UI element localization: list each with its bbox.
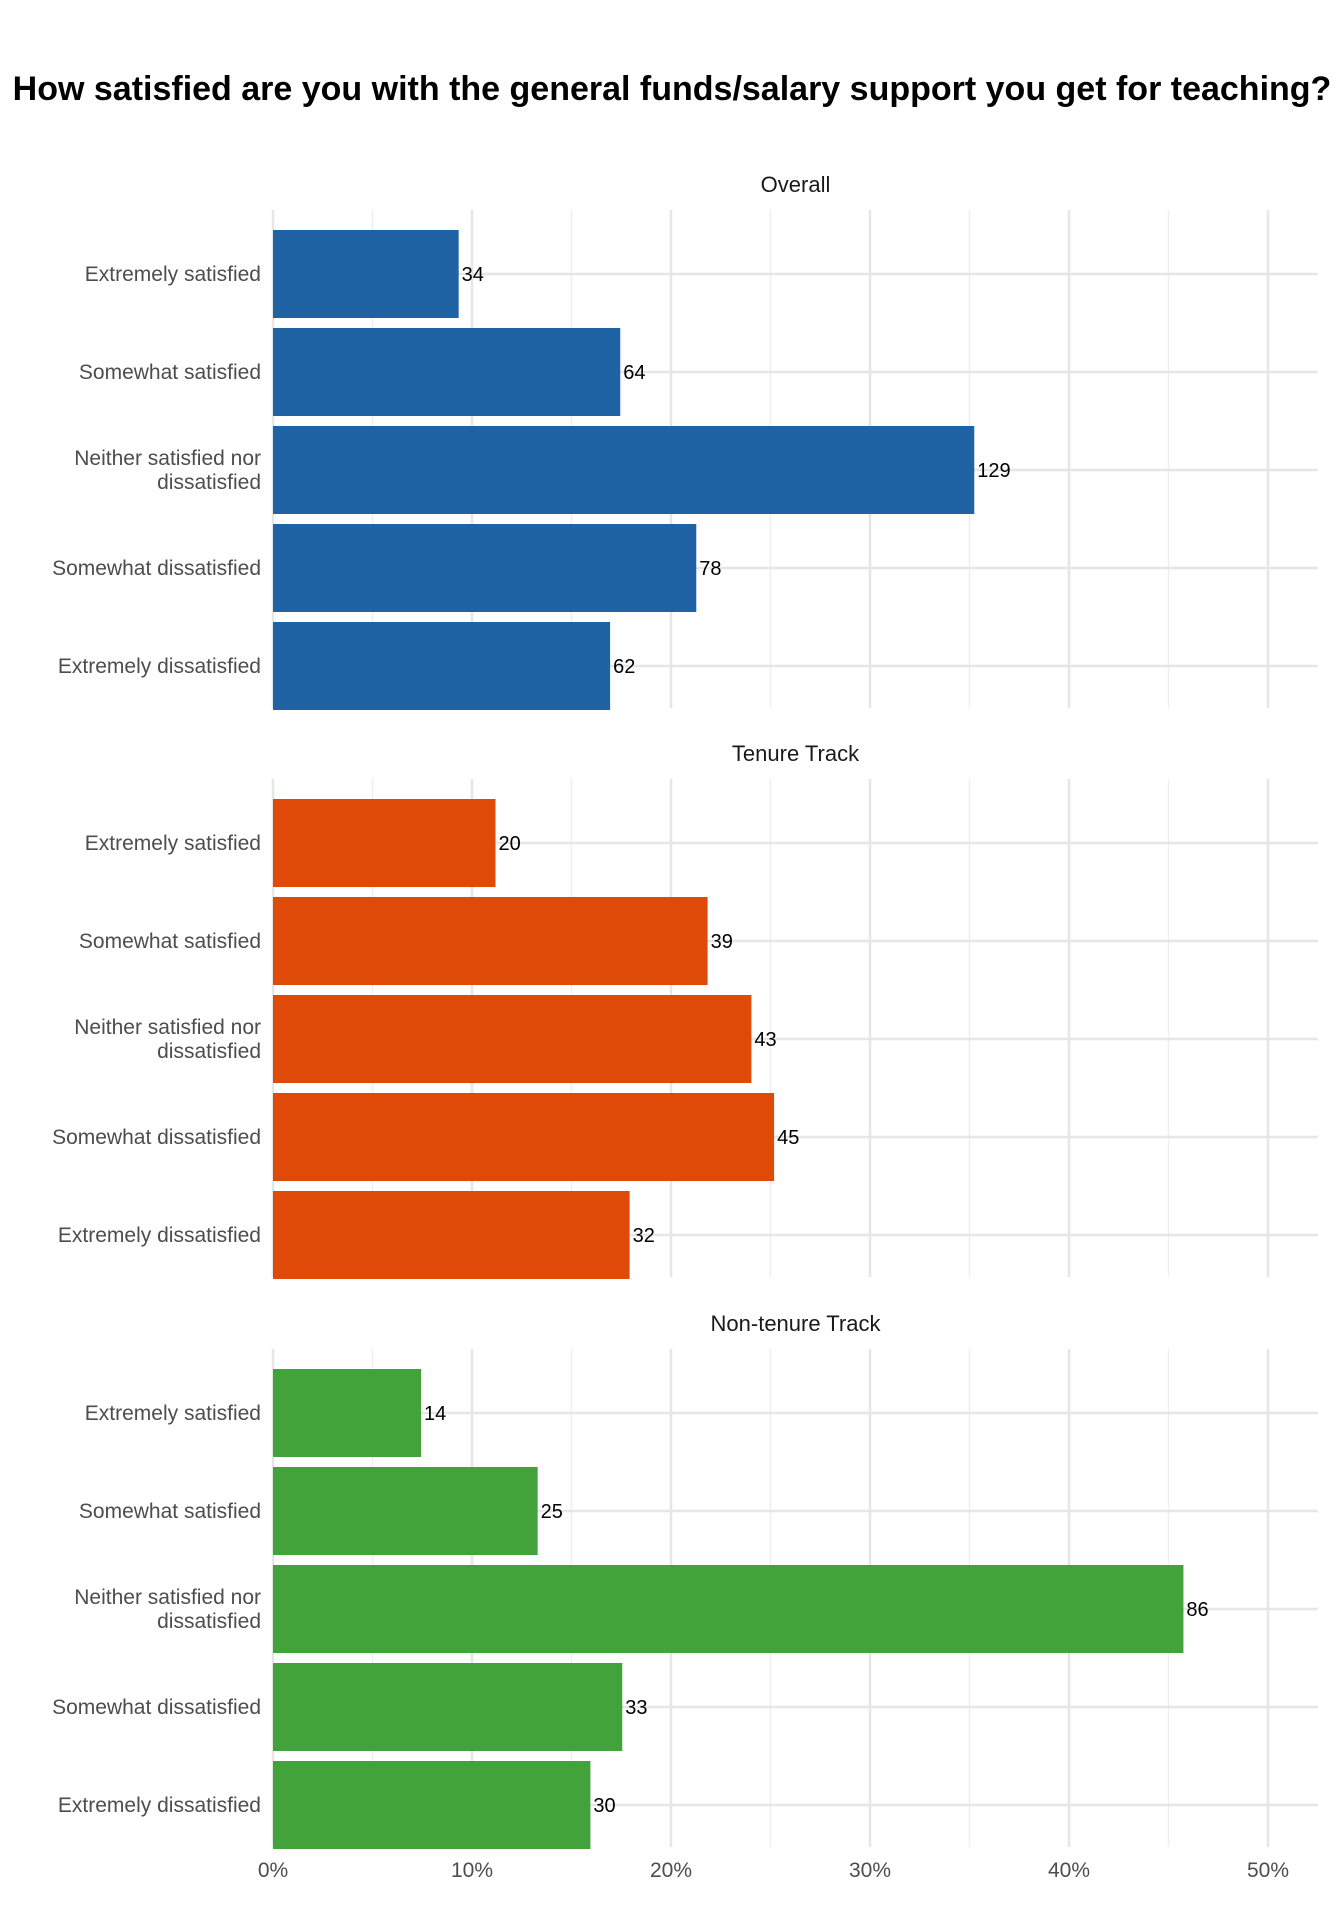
value-label: 39 (711, 931, 733, 953)
bar (273, 995, 752, 1083)
chart-title: How satisfied are you with the general f… (12, 70, 1332, 108)
value-label: 64 (623, 362, 645, 384)
value-label: 78 (699, 558, 721, 580)
x-tick-label: 30% (849, 1859, 891, 1882)
x-tick-label: 40% (1048, 1859, 1090, 1882)
value-label: 14 (424, 1403, 446, 1425)
category-label: Extremely satisfied (85, 832, 261, 855)
category-label: Neither satisfied nor dissatisfied (74, 447, 261, 494)
bar (273, 328, 621, 416)
bar (273, 1369, 422, 1457)
category-label: Somewhat satisfied (79, 930, 261, 953)
category-label: Somewhat satisfied (79, 361, 261, 384)
value-label: 45 (777, 1127, 799, 1149)
bar (273, 1191, 630, 1279)
panel-title: Overall (761, 172, 831, 197)
bar (273, 897, 708, 985)
category-label: Extremely satisfied (85, 1402, 261, 1425)
panel-title: Non-tenure Track (711, 1311, 882, 1336)
value-label: 20 (498, 833, 520, 855)
bar (273, 426, 975, 514)
category-label: Somewhat dissatisfied (52, 557, 261, 580)
bar (273, 799, 496, 887)
category-label: Extremely dissatisfied (58, 1794, 261, 1817)
panel-title: Tenure Track (732, 741, 860, 766)
bar (273, 1565, 1184, 1653)
x-tick-label: 50% (1247, 1859, 1289, 1882)
category-label: Extremely dissatisfied (58, 1224, 261, 1247)
bar (273, 622, 611, 710)
value-label: 30 (593, 1795, 615, 1817)
bar (273, 524, 697, 612)
value-label: 32 (633, 1225, 655, 1247)
category-label: Extremely satisfied (85, 263, 261, 286)
x-tick-label: 10% (451, 1859, 493, 1882)
bar (273, 1761, 591, 1849)
value-label: 86 (1186, 1599, 1208, 1621)
value-label: 129 (977, 460, 1010, 482)
value-label: 62 (613, 656, 635, 678)
category-label: Somewhat dissatisfied (52, 1126, 261, 1149)
bar (273, 230, 459, 318)
bar (273, 1093, 775, 1181)
value-label: 43 (754, 1029, 776, 1051)
value-label: 33 (625, 1697, 647, 1719)
bar (273, 1467, 538, 1555)
bar (273, 1663, 623, 1751)
x-tick-label: 0% (258, 1859, 288, 1882)
category-label: Somewhat dissatisfied (52, 1696, 261, 1719)
x-tick-label: 20% (650, 1859, 692, 1882)
value-label: 34 (462, 264, 484, 286)
category-label: Somewhat satisfied (79, 1500, 261, 1523)
category-label: Extremely dissatisfied (58, 655, 261, 678)
category-label: Neither satisfied nor dissatisfied (74, 1586, 261, 1633)
value-label: 25 (541, 1501, 563, 1523)
category-label: Neither satisfied nor dissatisfied (74, 1016, 261, 1063)
